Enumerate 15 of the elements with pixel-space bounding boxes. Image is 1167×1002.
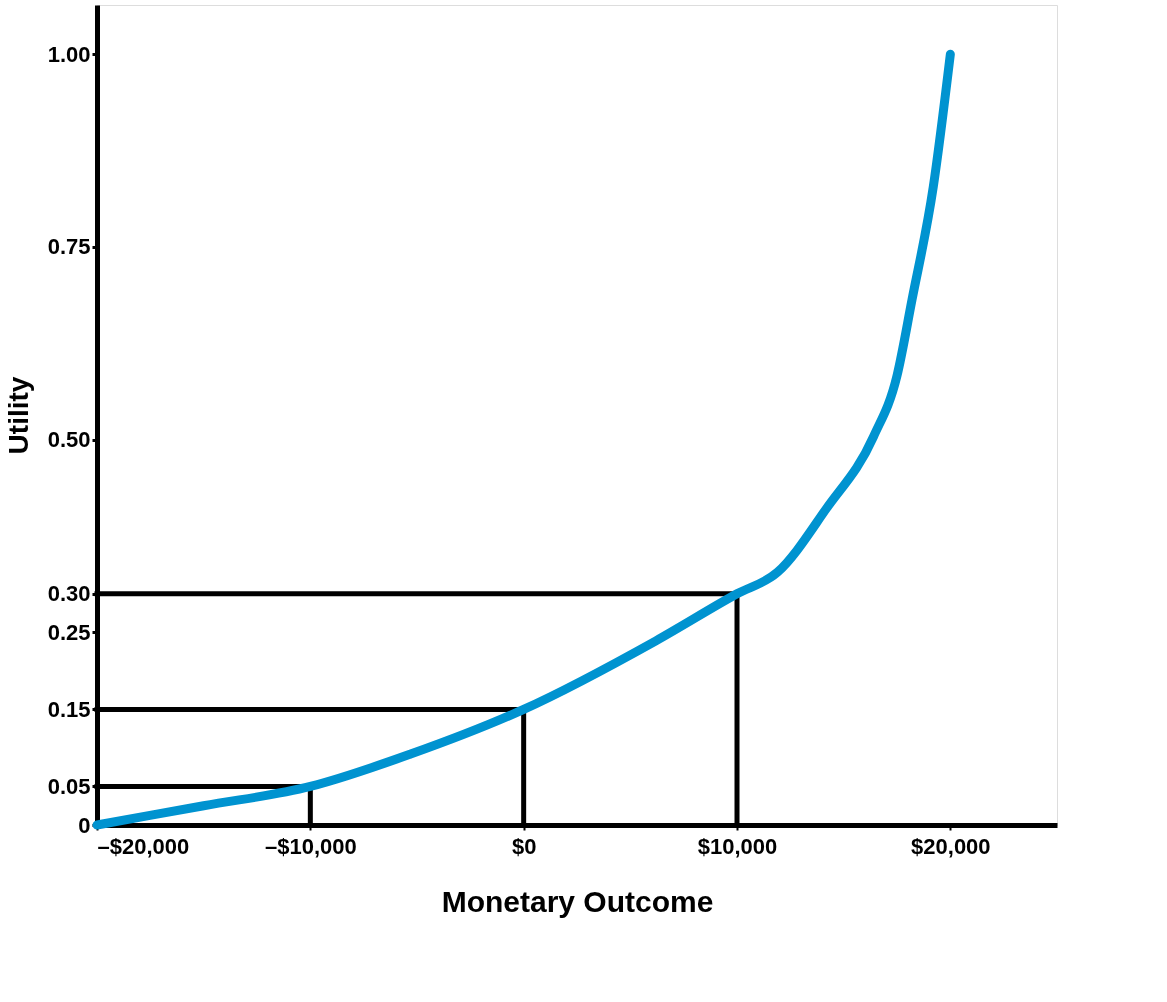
x-axis-title: Monetary Outcome xyxy=(441,884,714,918)
y-tick-label: 0.30 xyxy=(47,581,91,607)
x-tick-label: $10,000 xyxy=(697,833,778,859)
x-tick-label: $20,000 xyxy=(911,833,991,859)
y-axis-title: Utility xyxy=(2,376,34,455)
x-tick-label: –$20,000 xyxy=(97,833,190,859)
y-tick-label: 0 xyxy=(78,812,91,838)
y-tick-label: 0.75 xyxy=(47,234,91,260)
x-tick-label: –$10,000 xyxy=(264,833,357,859)
y-tick-label: 0.15 xyxy=(47,696,91,722)
x-tick-label: $0 xyxy=(511,833,537,859)
y-tick-label: 1.00 xyxy=(47,41,91,67)
y-tick-label: 0.50 xyxy=(47,427,91,453)
y-tick-label: 0.25 xyxy=(47,619,91,645)
y-tick-label: 0.05 xyxy=(47,773,91,799)
